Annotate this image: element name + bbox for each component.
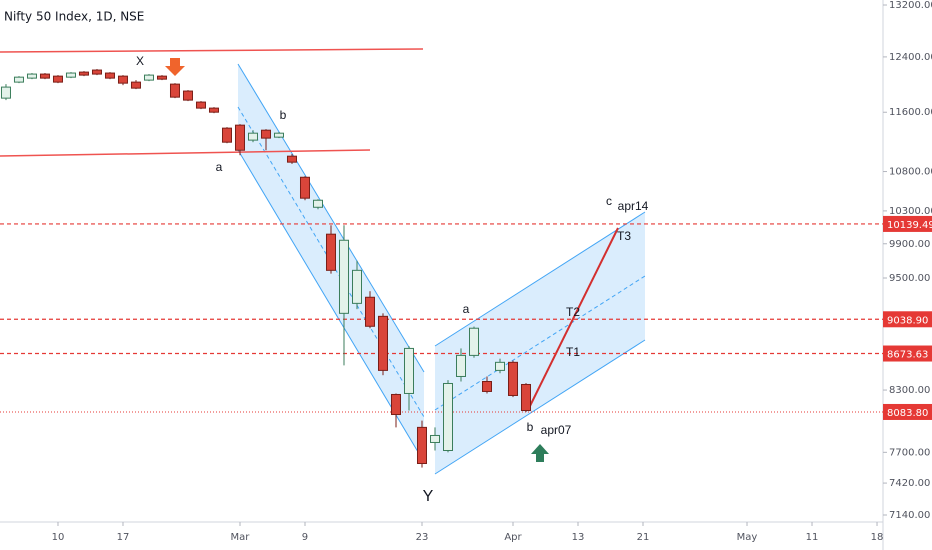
annotation: c bbox=[606, 194, 612, 208]
y-tick-label: 10800.00 bbox=[889, 167, 932, 178]
candle-body bbox=[429, 434, 440, 443]
candle-body bbox=[403, 347, 414, 394]
candle-body bbox=[364, 296, 375, 327]
annotation: b bbox=[280, 108, 287, 122]
annotation: a bbox=[463, 302, 470, 316]
candle-body bbox=[52, 75, 63, 83]
channel-line bbox=[434, 211, 646, 347]
y-tick-label: 9500.00 bbox=[889, 273, 930, 284]
annotation: b bbox=[527, 420, 534, 434]
price-label-box bbox=[883, 403, 932, 420]
annotation: T3 bbox=[617, 229, 631, 243]
price-label-box bbox=[883, 215, 932, 232]
candle-body bbox=[260, 129, 271, 139]
candle-body bbox=[234, 124, 245, 151]
candle-body bbox=[469, 327, 480, 356]
candle-body bbox=[143, 74, 154, 81]
y-tick-label: 11600.00 bbox=[889, 107, 932, 118]
x-tick-label: May bbox=[737, 532, 758, 543]
candle-body bbox=[299, 176, 310, 199]
candle-body bbox=[443, 382, 454, 452]
y-tick-label: 8300.00 bbox=[889, 385, 930, 396]
candle-body bbox=[169, 83, 180, 98]
x-tick-label: 21 bbox=[637, 532, 650, 543]
x-tick-label: 17 bbox=[117, 532, 130, 543]
down-arrow bbox=[165, 58, 185, 76]
candle-body bbox=[78, 71, 89, 76]
channel-line bbox=[434, 339, 646, 475]
candle-body bbox=[273, 132, 284, 138]
candle-body bbox=[208, 107, 219, 113]
candle-body bbox=[456, 354, 467, 377]
candle-body bbox=[416, 426, 427, 465]
candle-body bbox=[286, 155, 297, 163]
price-label: 9038.90 bbox=[887, 315, 928, 326]
up-arrow bbox=[531, 444, 549, 462]
channel-line bbox=[237, 63, 425, 373]
y-tick-label: 13200.00 bbox=[889, 0, 932, 11]
candle-body bbox=[312, 199, 323, 208]
candle-body bbox=[0, 86, 11, 99]
candle-body bbox=[325, 233, 336, 271]
y-tick-label: 12400.00 bbox=[889, 52, 932, 63]
trend-line bbox=[0, 149, 371, 157]
candle-body bbox=[117, 75, 128, 84]
y-tick-label: 7140.00 bbox=[889, 510, 930, 521]
candle-body bbox=[26, 73, 37, 79]
price-label: 10139.49 bbox=[887, 220, 932, 231]
candle-body bbox=[156, 75, 167, 80]
candle-body bbox=[91, 69, 102, 75]
price-label: 8673.63 bbox=[887, 350, 928, 361]
x-tick-label: 10 bbox=[52, 532, 65, 543]
annotation: T1 bbox=[566, 345, 580, 359]
candle-body bbox=[338, 239, 349, 314]
x-tick-label: 13 bbox=[572, 532, 585, 543]
x-tick-label: Mar bbox=[231, 532, 251, 543]
annotation: apr07 bbox=[541, 423, 572, 437]
candle-body bbox=[13, 76, 24, 83]
candle-body bbox=[182, 90, 193, 101]
trend-line bbox=[0, 48, 424, 53]
candle-body bbox=[390, 393, 401, 416]
candle-body bbox=[39, 73, 50, 79]
x-tick-label: 23 bbox=[416, 532, 429, 543]
annotation: T2 bbox=[566, 305, 580, 319]
candle-body bbox=[377, 315, 388, 371]
y-tick-label: 9900.00 bbox=[889, 239, 930, 250]
candle-body bbox=[508, 361, 519, 396]
target-line bbox=[527, 227, 619, 411]
x-tick-label: Apr bbox=[504, 532, 522, 543]
y-tick-label: 7420.00 bbox=[889, 478, 930, 489]
price-label-box bbox=[883, 345, 932, 362]
candle-body bbox=[247, 132, 258, 141]
annotation: apr14 bbox=[618, 199, 649, 213]
candle-body bbox=[104, 72, 115, 79]
price-label: 8083.80 bbox=[887, 408, 928, 419]
candle-body bbox=[521, 383, 532, 412]
candle-body bbox=[195, 101, 206, 109]
annotation: Y bbox=[423, 488, 434, 505]
candle-body bbox=[221, 127, 232, 143]
chart-title: Nifty 50 Index, 1D, NSE bbox=[4, 10, 144, 24]
x-tick-label: 11 bbox=[806, 532, 819, 543]
candle-body bbox=[495, 361, 506, 371]
y-tick-label: 7700.00 bbox=[889, 447, 930, 458]
y-tick-label: 10300.00 bbox=[889, 206, 932, 217]
x-tick-label: 9 bbox=[302, 532, 308, 543]
annotation: X bbox=[136, 54, 144, 68]
channel-mid bbox=[237, 106, 425, 418]
price-label-box bbox=[883, 311, 932, 328]
x-tick-label: 18 bbox=[871, 532, 884, 543]
candle-body bbox=[351, 269, 362, 304]
candle-body bbox=[482, 381, 493, 392]
candle-body bbox=[65, 72, 76, 78]
annotation: a bbox=[216, 160, 223, 174]
candle-body bbox=[130, 81, 141, 89]
